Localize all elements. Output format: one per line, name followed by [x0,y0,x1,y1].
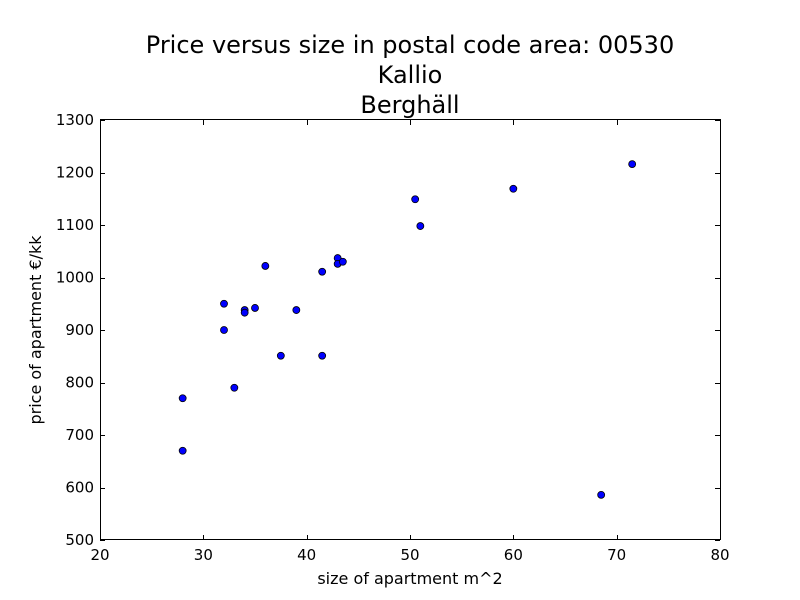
y-tick-label-600: 600 [65,479,94,497]
x-tick-label-60: 60 [504,546,523,564]
x-tick-label-50: 50 [400,546,419,564]
data-point-5 [230,383,239,392]
y-tick-label-900: 900 [65,321,94,339]
data-point-9 [261,262,270,270]
data-point-16 [338,257,347,266]
data-point-1 [178,394,187,403]
data-point-7 [240,308,249,317]
chart-title-line-2: Kallio [378,61,443,89]
data-point-2 [178,446,187,455]
data-point-4 [220,326,228,334]
chart-title-line-1: Price versus size in postal code area: 0… [146,31,674,59]
data-point-10 [276,351,285,360]
data-point-12 [318,267,327,276]
y-tick-label-1300: 1300 [56,111,94,129]
x-tick-label-30: 30 [194,546,213,564]
y-tick-label-800: 800 [65,374,94,392]
chart-title-line-3: Berghäll [360,91,459,119]
plot-frame [100,119,721,540]
data-point-21 [628,160,637,169]
x-tick-label-40: 40 [297,546,316,564]
y-tick-label-1000: 1000 [56,269,94,287]
x-tick-label-20: 20 [90,546,109,564]
data-points [178,160,637,499]
data-point-11 [292,306,301,314]
y-tick-label-700: 700 [65,426,94,444]
y-axis-label: price of apartment €/kk [26,235,45,425]
y-tick-label-1100: 1100 [56,216,94,234]
x-tick-label-80: 80 [710,546,729,564]
x-axis-label: size of apartment m^2 [317,569,502,588]
data-point-8 [251,304,259,312]
y-tick-label-500: 500 [65,531,94,549]
data-point-18 [416,222,425,230]
y-tick-label-1200: 1200 [56,164,94,182]
chart-title: Price versus size in postal code area: 0… [146,31,674,119]
axis-ticks: 20 30 40 50 60 70 80 500 600 700 800 900 1000 1100 120… [56,111,730,564]
data-point-3 [220,299,228,308]
data-point-20 [597,490,606,499]
data-point-19 [509,184,518,193]
data-point-17 [411,195,420,204]
x-tick-label-70: 70 [607,546,626,564]
data-point-13 [318,351,327,360]
